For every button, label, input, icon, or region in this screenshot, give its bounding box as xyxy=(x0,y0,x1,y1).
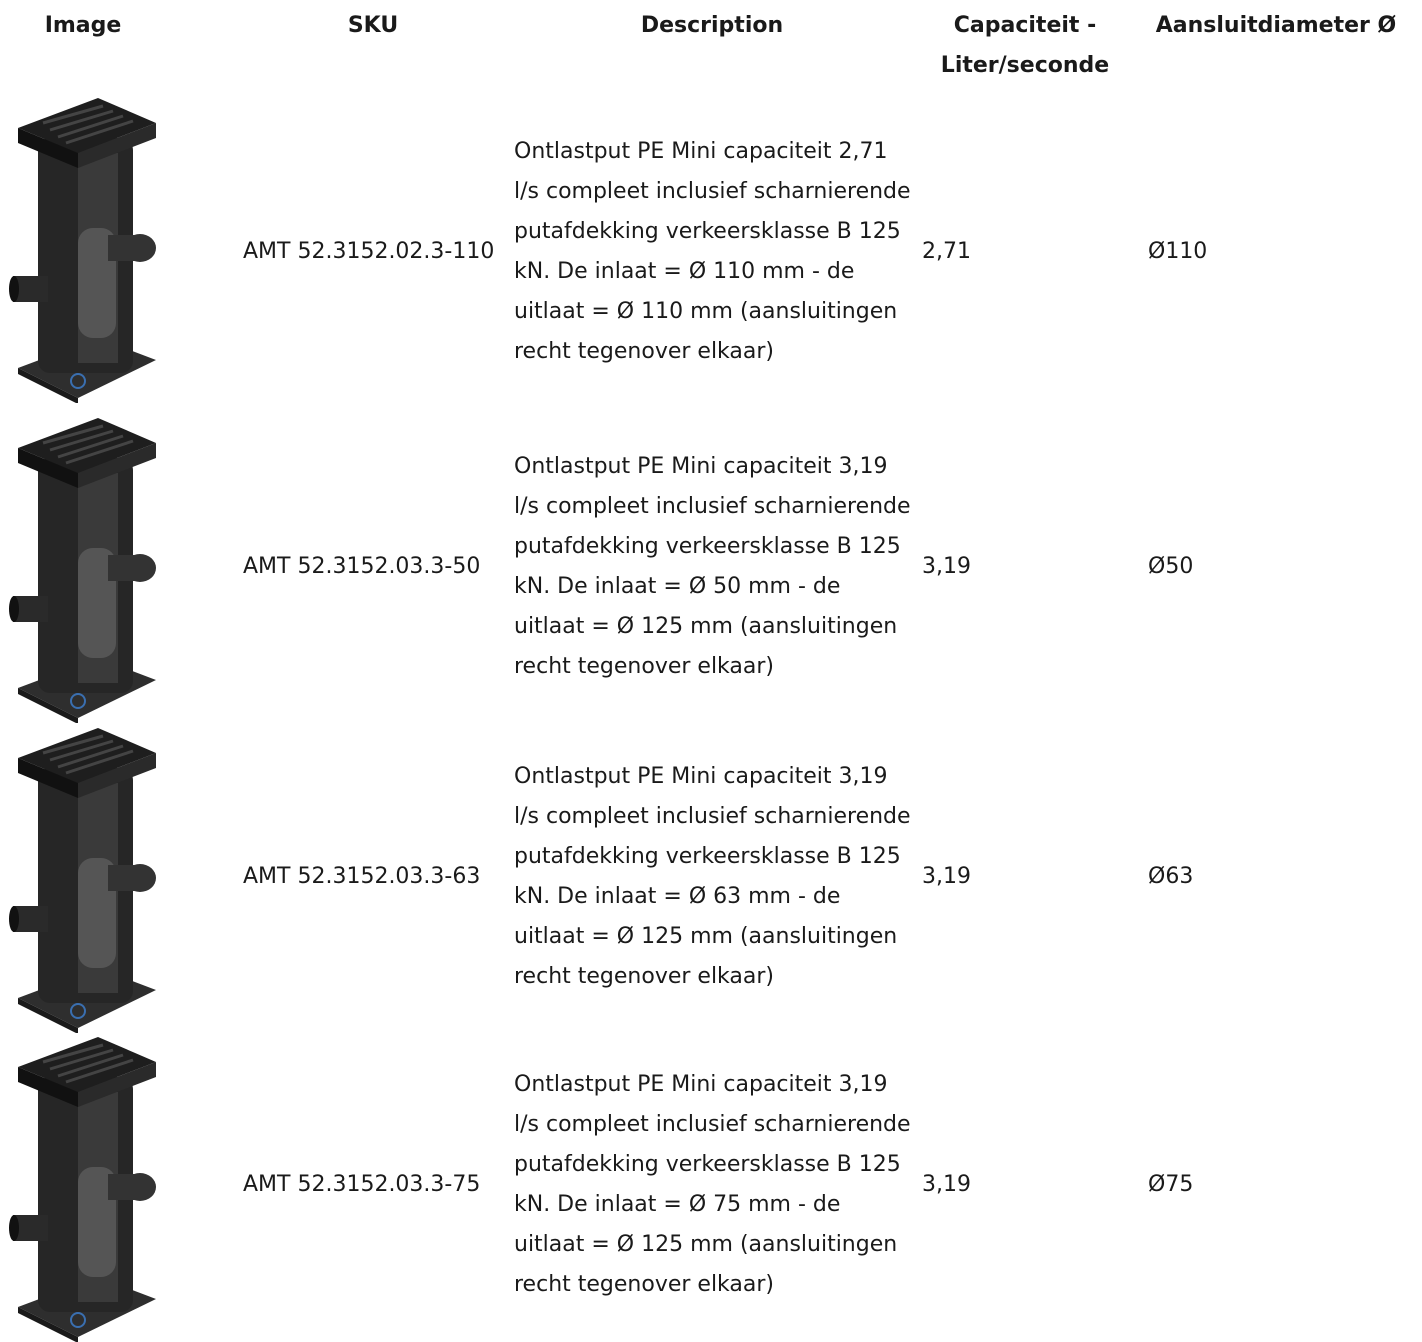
product-image xyxy=(8,1037,158,1342)
header-cell: Capaciteit - Liter/seconde xyxy=(940,13,1110,78)
sku: AMT 52.3152.03.3-63 xyxy=(243,863,481,889)
description: Ontlastput PE Mini capaciteit 3,19 l/s c… xyxy=(514,763,911,989)
product-image xyxy=(8,728,158,1033)
product-image xyxy=(0,412,235,722)
sku: AMT 52.3152.03.3-75 xyxy=(243,1171,481,1197)
capacity: 3,19 xyxy=(922,863,971,889)
header-cell: Description xyxy=(640,13,784,38)
description: Ontlastput PE Mini capaciteit 3,19 l/s c… xyxy=(514,1071,911,1297)
description: Ontlastput PE Mini capaciteit 3,19 l/s c… xyxy=(514,454,911,679)
capacity: 3,19 xyxy=(922,554,971,579)
capacity: 3,19 xyxy=(922,1171,971,1197)
table-row: AMT 52.3152.03.3-50 Ontlastput PE Mini ca… xyxy=(0,412,1422,722)
product-image xyxy=(8,418,158,723)
product-image xyxy=(8,98,158,403)
product-image xyxy=(0,722,235,1031)
header-cell: Aansluitdiameter Ø xyxy=(1155,13,1397,38)
diameter: Ø63 xyxy=(1148,863,1194,889)
sku: AMT 52.3152.03.3-50 xyxy=(243,554,481,579)
capacity: 2,71 xyxy=(922,239,971,264)
header-cell: SKU xyxy=(347,13,399,38)
diameter: Ø75 xyxy=(1148,1171,1194,1197)
header-cell: Image xyxy=(44,13,122,38)
description: Ontlastput PE Mini capaciteit 2,71 l/s c… xyxy=(514,139,911,364)
table-row: AMT 52.3152.02.3-110 Ontlastput PE Mini c… xyxy=(0,92,1422,412)
diameter: Ø50 xyxy=(1148,554,1194,579)
diameter: Ø110 xyxy=(1148,239,1208,264)
product-image xyxy=(0,1031,235,1338)
sku: AMT 52.3152.02.3-110 xyxy=(243,239,495,264)
table-row: AMT 52.3152.03.3-75 Ontlastput PE Mini ca… xyxy=(0,1031,1422,1338)
product-image xyxy=(0,92,235,412)
table-row: AMT 52.3152.03.3-63 Ontlastput PE Mini ca… xyxy=(0,722,1422,1031)
